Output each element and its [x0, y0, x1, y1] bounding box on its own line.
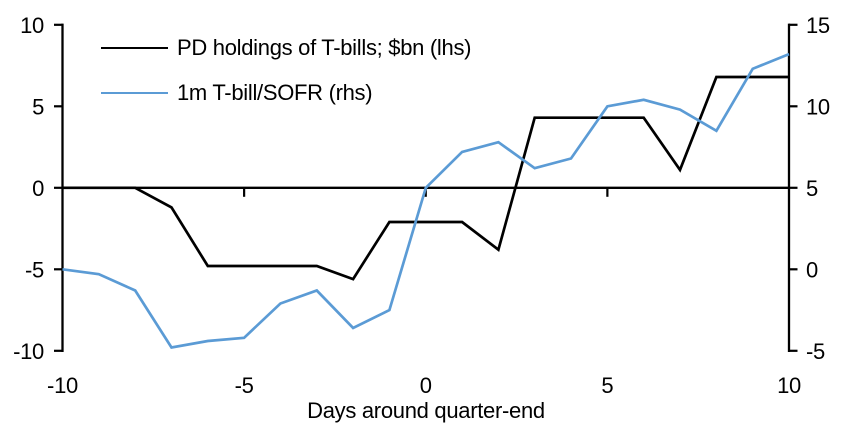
tick-label: 5 [806, 176, 818, 201]
tick-label: 5 [32, 94, 44, 119]
tick-label: -5 [25, 257, 44, 282]
legend-item-pd-holdings: PD holdings of T-bills; $bn (lhs) [101, 35, 471, 61]
right-axis: 15 10 5 0 -5 [787, 13, 830, 364]
tick-label: 10 [20, 13, 44, 38]
tick-label: -10 [47, 373, 78, 398]
pd-holdings-line [62, 75, 789, 281]
tick-label: 10 [777, 373, 801, 398]
tbill-sofr-legend-line [101, 92, 168, 94]
pd-holdings-legend-line [101, 47, 168, 49]
tick-label: -5 [235, 373, 254, 398]
x-axis: -10 -5 0 5 10 [47, 186, 801, 398]
pd-holdings-legend-label: PD holdings of T-bills; $bn (lhs) [177, 35, 472, 60]
x-axis-title: Days around quarter-end [307, 398, 545, 423]
left-axis: 10 5 0 -5 -10 [13, 13, 64, 364]
legend-item-tbill-sofr: 1m T-bill/SOFR (rhs) [101, 80, 373, 106]
tick-label: 0 [806, 257, 818, 282]
tick-label: 5 [601, 373, 613, 398]
tbill-sofr-legend-label: 1m T-bill/SOFR (rhs) [177, 80, 373, 105]
tick-label: 0 [420, 373, 432, 398]
tbill-sofr-line [62, 52, 790, 349]
tick-label: -5 [806, 339, 825, 364]
tick-label: 0 [32, 176, 44, 201]
tick-label: 15 [806, 13, 830, 38]
tick-label: -10 [13, 339, 44, 364]
tick-label: 10 [806, 94, 830, 119]
